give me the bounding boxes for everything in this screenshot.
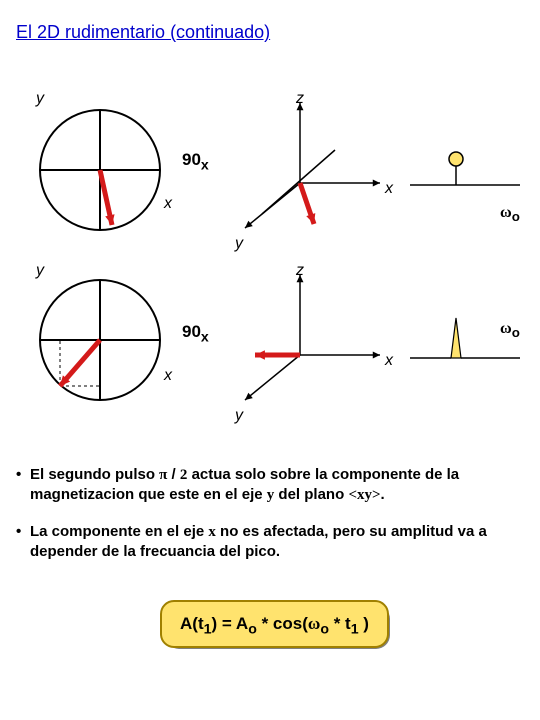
omega-label-2: ωo xyxy=(500,320,520,340)
bullet-2: •La componente en el eje x no es afectad… xyxy=(16,522,520,563)
formula-box: A(t1) = Ao * cos(ωo * t1 ) xyxy=(160,600,389,648)
bullet-1: •El segundo pulso π / 2 actua solo sobre… xyxy=(16,465,520,506)
